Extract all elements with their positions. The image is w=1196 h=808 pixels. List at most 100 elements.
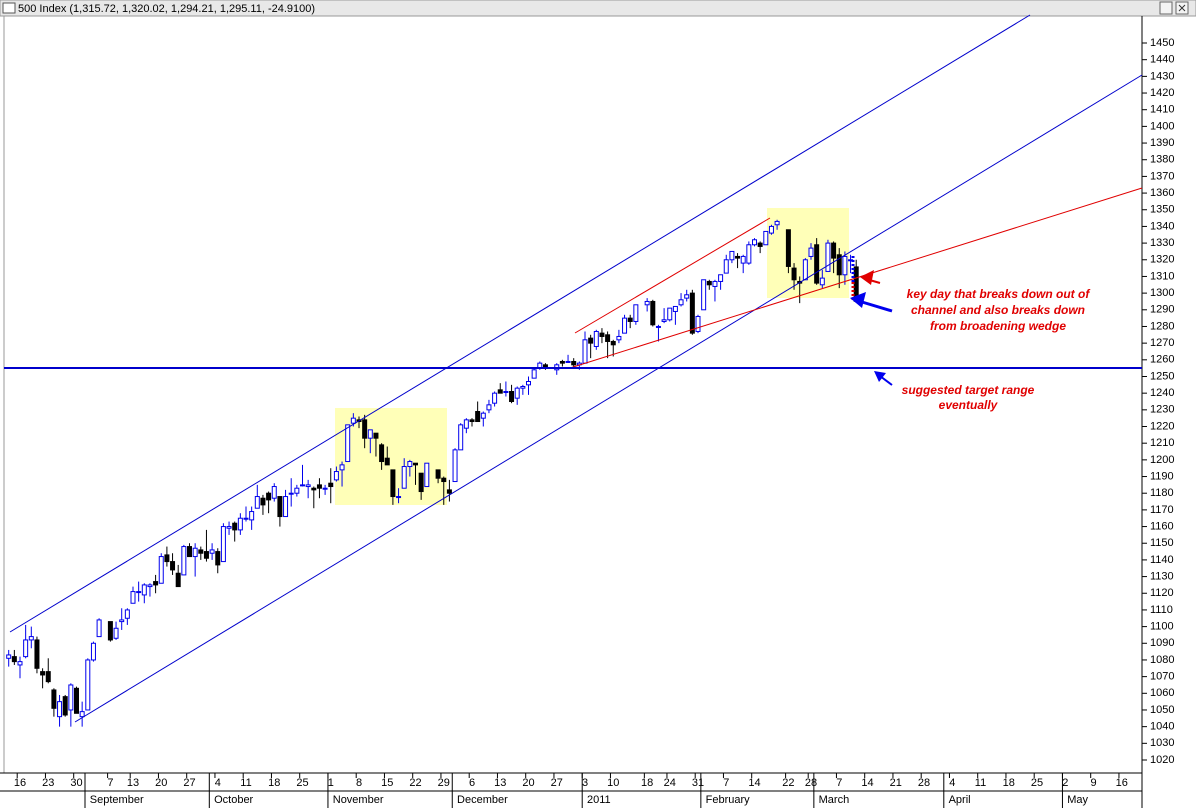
candle-body bbox=[384, 457, 390, 466]
y-tick-label: 1250 bbox=[1150, 370, 1174, 382]
candle-body bbox=[277, 496, 283, 518]
month-label: October bbox=[214, 794, 253, 806]
x-tick-label: 15 bbox=[381, 777, 393, 789]
y-tick-label: 1410 bbox=[1150, 104, 1174, 116]
y-tick-label: 1330 bbox=[1150, 237, 1174, 249]
candle-body bbox=[655, 325, 661, 328]
candle-body bbox=[367, 429, 373, 439]
y-tick-label: 1160 bbox=[1150, 520, 1174, 532]
x-tick-label: 16 bbox=[14, 777, 26, 789]
x-tick-label: 11 bbox=[975, 777, 986, 789]
candle-body bbox=[130, 591, 136, 604]
candle-body bbox=[559, 360, 565, 364]
restore-button[interactable] bbox=[1159, 1, 1173, 15]
candle-body bbox=[497, 389, 503, 394]
candle-body bbox=[627, 317, 633, 322]
y-tick-label: 1120 bbox=[1150, 587, 1174, 599]
candle-body bbox=[802, 259, 808, 281]
candle-body bbox=[220, 526, 226, 563]
candle-body bbox=[633, 304, 639, 322]
candle-body bbox=[17, 661, 23, 666]
x-tick-label: 3 bbox=[582, 777, 588, 789]
candle-body bbox=[175, 572, 181, 588]
candle-body bbox=[249, 511, 255, 521]
candle-body bbox=[192, 547, 198, 558]
y-tick-label: 1280 bbox=[1150, 320, 1174, 332]
annotation: suggested target range bbox=[902, 383, 1035, 397]
y-tick-label: 1190 bbox=[1150, 470, 1174, 482]
y-tick-label: 1440 bbox=[1150, 54, 1174, 66]
arrow-head bbox=[850, 292, 866, 308]
candle-body bbox=[68, 684, 74, 711]
candle-body bbox=[831, 242, 837, 259]
y-tick-label: 1380 bbox=[1150, 154, 1174, 166]
candle-body bbox=[836, 254, 842, 276]
y-tick-label: 1230 bbox=[1150, 404, 1174, 416]
y-tick-label: 1180 bbox=[1150, 487, 1174, 499]
month-label: December bbox=[457, 794, 508, 806]
candle-body bbox=[215, 551, 221, 566]
x-tick-label: 18 bbox=[268, 777, 280, 789]
candle-body bbox=[752, 239, 757, 246]
x-tick-label: 22 bbox=[409, 777, 421, 789]
month-label: February bbox=[706, 794, 751, 806]
y-tick-label: 1140 bbox=[1150, 554, 1174, 566]
candle-body bbox=[531, 369, 537, 379]
candle-body bbox=[11, 656, 17, 663]
candle-body bbox=[209, 549, 215, 554]
x-tick-label: 28 bbox=[918, 777, 930, 789]
x-tick-label: 13 bbox=[494, 777, 506, 789]
candle-body bbox=[57, 701, 63, 718]
y-tick-label: 1320 bbox=[1150, 254, 1174, 266]
candle-body bbox=[605, 334, 611, 342]
month-label: 2011 bbox=[587, 794, 611, 806]
x-tick-label: 4 bbox=[215, 777, 221, 789]
candle-body bbox=[441, 477, 447, 483]
y-tick-label: 1050 bbox=[1150, 704, 1174, 716]
y-tick-label: 1070 bbox=[1150, 671, 1174, 683]
candle-body bbox=[593, 330, 599, 347]
candle-body bbox=[486, 404, 492, 411]
candle-body bbox=[452, 449, 458, 483]
candle-body bbox=[390, 469, 396, 498]
candle-body bbox=[119, 619, 125, 623]
candle-body bbox=[164, 554, 170, 563]
x-tick-label: 1 bbox=[328, 777, 334, 789]
candle-body bbox=[34, 639, 40, 669]
wedge-lower bbox=[569, 187, 1143, 369]
x-tick-label: 13 bbox=[127, 777, 139, 789]
candle-body bbox=[582, 339, 588, 364]
annotation: from broadening wedge bbox=[930, 319, 1066, 333]
y-tick-label: 1200 bbox=[1150, 454, 1174, 466]
candle-body bbox=[271, 486, 277, 499]
x-tick-label: 2 bbox=[1062, 777, 1068, 789]
x-tick-label: 30 bbox=[70, 777, 82, 789]
candle-body bbox=[243, 517, 249, 520]
candle-body bbox=[463, 419, 469, 429]
candle-body bbox=[622, 317, 628, 334]
candle-body bbox=[435, 469, 441, 479]
candle-body bbox=[701, 279, 707, 311]
candle-body bbox=[757, 242, 763, 247]
candle-body bbox=[283, 496, 289, 518]
candle-body bbox=[712, 280, 718, 287]
x-tick-label: 27 bbox=[183, 777, 195, 789]
arrow-head bbox=[874, 371, 886, 382]
candle-body bbox=[808, 247, 814, 257]
candle-body bbox=[339, 464, 345, 471]
x-tick-label: 25 bbox=[1031, 777, 1043, 789]
candle-body bbox=[153, 581, 159, 586]
candle-body bbox=[407, 461, 413, 468]
candle-body bbox=[373, 432, 379, 439]
y-tick-label: 1110 bbox=[1150, 604, 1173, 616]
candle-body bbox=[124, 609, 130, 619]
candle-body bbox=[170, 561, 176, 571]
candle-body bbox=[740, 255, 746, 264]
y-tick-label: 1370 bbox=[1150, 170, 1174, 182]
candle-body bbox=[28, 636, 34, 641]
candle-body bbox=[316, 484, 322, 489]
candle-body bbox=[588, 337, 594, 344]
x-tick-label: 18 bbox=[1003, 777, 1015, 789]
